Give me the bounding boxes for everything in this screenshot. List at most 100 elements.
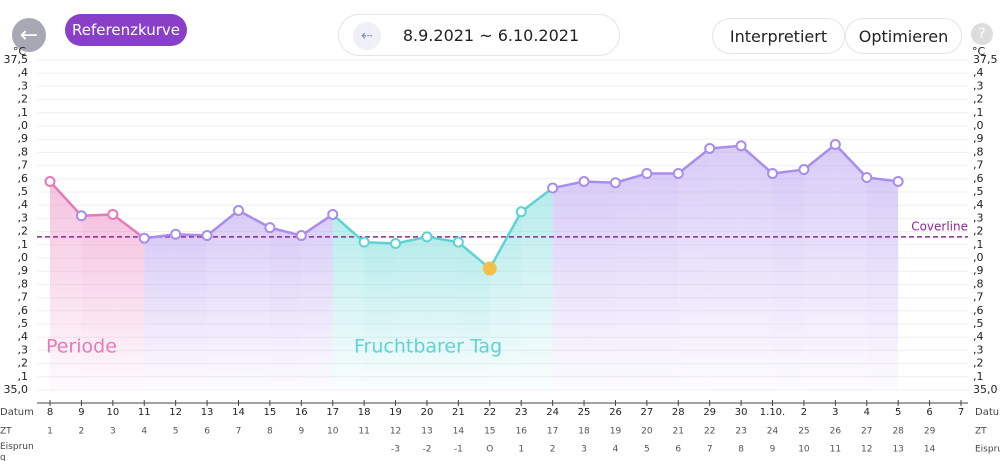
point (138, 232, 150, 244)
interpreted-button[interactable]: Interpretiert (712, 18, 845, 54)
row-value: 14 (232, 407, 245, 418)
y-tick-label: ,2 (18, 225, 29, 238)
row-value: 1 (518, 445, 524, 455)
row-label-part: g (0, 453, 6, 461)
row-value: O (486, 445, 493, 455)
y-tick-label: ,2 (18, 93, 29, 106)
line-segment (709, 144, 742, 150)
point (609, 177, 621, 189)
area-segment (364, 242, 396, 390)
row-value: 28 (892, 427, 904, 437)
range-back[interactable]: ⇠ (353, 22, 381, 50)
row-value: 2 (550, 445, 556, 455)
area-segment (144, 234, 176, 390)
row-value: -3 (391, 445, 400, 455)
row-value: 2 (801, 407, 807, 418)
y-tick-label-right: ,3 (973, 211, 984, 224)
row-value: 26 (830, 427, 842, 437)
area-segment (866, 177, 899, 390)
row-label: ZT (0, 427, 12, 437)
row-value: 29 (703, 407, 716, 418)
help-button[interactable]: ? (971, 23, 993, 45)
row-value: 13 (201, 407, 214, 418)
y-tick-label: ,3 (18, 211, 29, 224)
area-segment (489, 211, 522, 390)
area-segment (646, 173, 679, 390)
area-segment (112, 214, 145, 390)
area-segment (521, 188, 553, 390)
row-value: 27 (861, 427, 872, 437)
point (201, 230, 213, 242)
range-box[interactable]: ⇠ 8.9.2021 ~ 6.10.2021 (338, 14, 620, 56)
row-value: 9 (298, 427, 304, 437)
area-segment (50, 181, 82, 390)
point (829, 138, 841, 150)
row-value: 28 (672, 407, 685, 418)
row-value: 5 (895, 407, 901, 418)
row-label-right: Eisprun g (975, 445, 1000, 455)
line-segment (552, 180, 585, 190)
point (641, 168, 653, 180)
y-tick-label-right: ,9 (973, 132, 984, 145)
point (798, 164, 810, 176)
row-value: 21 (673, 427, 684, 437)
line-segment (866, 176, 899, 183)
reference-button[interactable]: Referenzkurve (65, 14, 187, 46)
y-tick-label: ,9 (18, 132, 29, 145)
row-value: 24 (767, 427, 779, 437)
y-tick-label-right: ,5 (973, 317, 984, 330)
row-value: 13 (421, 427, 432, 437)
point (264, 222, 276, 234)
y-tick-label-right: ,3 (973, 79, 984, 92)
annotation: Fruchtbarer Tag (354, 336, 502, 358)
line-segment (615, 172, 648, 184)
area-segment (395, 236, 427, 390)
area-segment (835, 144, 867, 390)
row-value: 7 (958, 407, 964, 418)
row-value: 14 (453, 427, 465, 437)
row-value: 16 (515, 427, 527, 437)
point (170, 228, 182, 240)
y-tick-label-right: ,1 (973, 106, 984, 119)
y-tick-label-right: ,6 (973, 172, 984, 185)
y-tick-label-right: ,1 (973, 238, 984, 251)
point (358, 236, 370, 248)
date-range: 8.9.2021 ~ 6.10.2021 (402, 25, 580, 45)
y-tick-label: ,9 (18, 264, 29, 277)
y-tick-label: ,4 (18, 198, 29, 211)
coverline-label: Coverline (911, 219, 968, 233)
point (735, 140, 747, 152)
line-segment (488, 211, 523, 270)
area-segment (269, 227, 302, 390)
row-value: 23 (735, 427, 746, 437)
area-segment (772, 169, 804, 390)
y-tick-label: 35,0 (4, 383, 29, 396)
row-label-right: Datum (975, 407, 1000, 418)
row-value: 10 (106, 407, 119, 418)
row-value: 9 (78, 407, 84, 418)
y-tick-label-right: ,7 (973, 291, 984, 304)
area-segment (81, 214, 113, 390)
row-value: 22 (704, 427, 715, 437)
annotation: Periode (46, 336, 117, 358)
line-segment (112, 213, 145, 240)
area-segment (426, 236, 459, 390)
row-value: 1 (47, 427, 53, 437)
back-button[interactable]: ← (12, 18, 46, 52)
unit-right: °C (972, 45, 986, 58)
area-segment (584, 181, 616, 390)
optimize-button[interactable]: Optimieren (845, 18, 962, 54)
row-value: 4 (613, 445, 619, 455)
row-value: 3 (832, 407, 838, 418)
row-value: 15 (484, 427, 495, 437)
point (578, 175, 590, 187)
point (767, 168, 779, 180)
line-segment (583, 180, 616, 185)
area-segment (678, 148, 710, 390)
area-segment (615, 173, 647, 390)
y-tick-label: ,2 (18, 357, 29, 370)
area-segment (238, 210, 270, 390)
y-tick-label: ,7 (18, 291, 29, 304)
